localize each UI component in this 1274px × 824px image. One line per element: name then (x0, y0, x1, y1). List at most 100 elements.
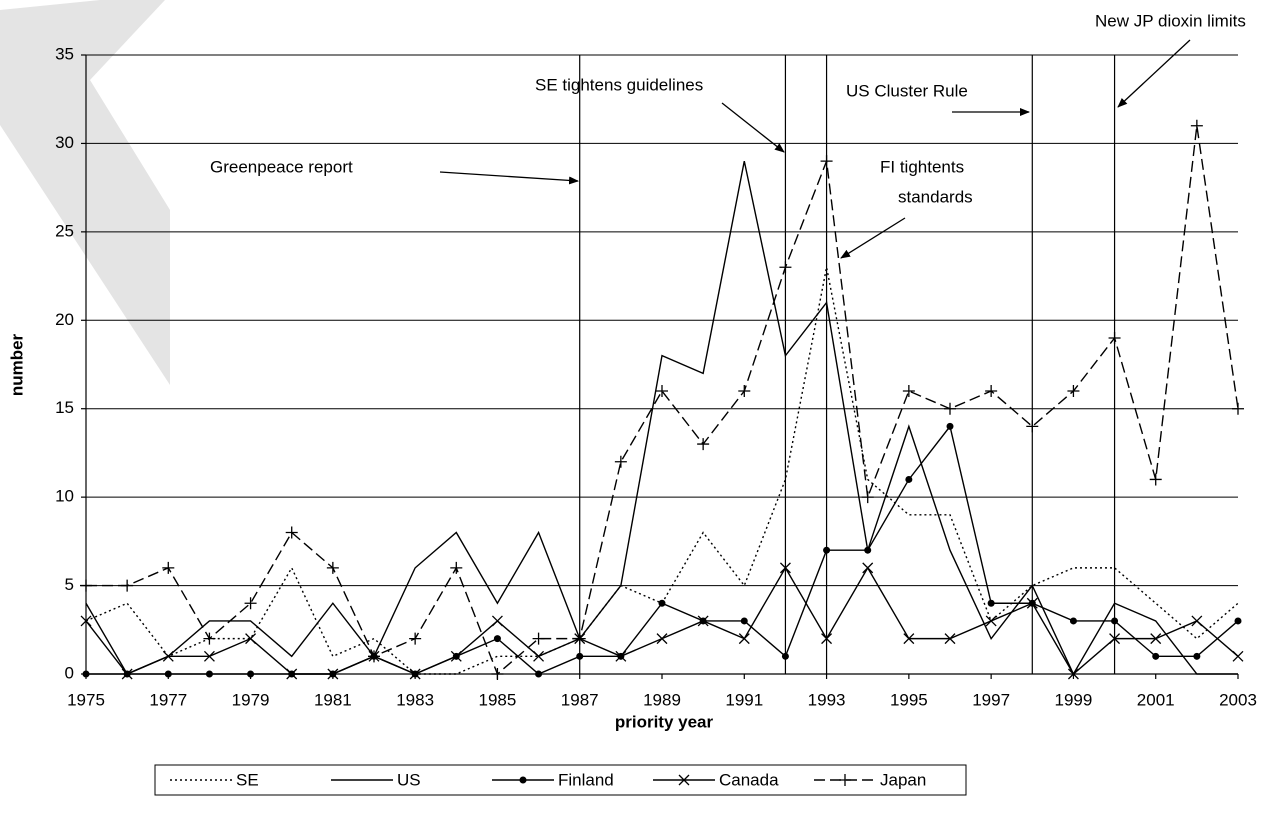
annotation: US Cluster Rule (846, 81, 968, 100)
point (1067, 385, 1080, 398)
point (821, 633, 833, 645)
point (862, 562, 874, 574)
point (80, 579, 92, 592)
point (162, 650, 174, 662)
point (1069, 617, 1077, 625)
legend-label: Canada (719, 770, 779, 789)
point (573, 632, 586, 645)
x-tick-label: 1987 (561, 690, 599, 709)
point (205, 670, 213, 678)
point (1109, 633, 1121, 645)
point (326, 561, 339, 574)
point (985, 615, 997, 627)
point (902, 385, 915, 398)
point (244, 597, 257, 610)
point (864, 546, 872, 554)
point (1152, 652, 1160, 660)
point (781, 652, 789, 660)
x-tick-label: 1981 (314, 690, 352, 709)
point (409, 632, 422, 645)
x-tick-label: 1995 (890, 690, 928, 709)
point (535, 670, 543, 678)
point (1150, 633, 1162, 645)
point (1232, 650, 1244, 662)
point (121, 579, 134, 592)
x-tick-label: 1989 (643, 690, 681, 709)
series-line (85, 267, 1239, 675)
x-tick-label: 1991 (725, 690, 763, 709)
point (740, 617, 748, 625)
x-axis-label: priority year (615, 712, 714, 731)
series-line (85, 566, 1239, 676)
y-tick-label: 5 (65, 575, 74, 594)
y-tick-label: 30 (55, 133, 74, 152)
x-tick-label: 1985 (479, 690, 517, 709)
point (987, 599, 995, 607)
legend-marker (678, 774, 690, 786)
point (82, 670, 90, 678)
point (1193, 652, 1201, 660)
point (450, 561, 463, 574)
point (738, 633, 750, 645)
point (820, 155, 833, 168)
point (247, 670, 255, 678)
annotation: SE tightens guidelines (535, 75, 703, 94)
arrow (439, 171, 579, 185)
point (368, 650, 380, 663)
decoration (0, 0, 170, 385)
point (203, 632, 216, 645)
point (493, 635, 501, 643)
point (285, 526, 298, 539)
legend-label: US (397, 770, 421, 789)
point (615, 650, 627, 662)
series-line (86, 424, 1239, 675)
point (779, 261, 792, 274)
point (1026, 597, 1038, 609)
point (738, 385, 751, 398)
point (1234, 617, 1242, 625)
point (576, 652, 584, 660)
point (450, 650, 462, 662)
point (491, 668, 504, 680)
y-tick-label: 15 (55, 398, 74, 417)
arrow (1117, 39, 1191, 108)
point (162, 561, 175, 574)
point (245, 633, 257, 645)
y-tick-label: 25 (55, 221, 74, 240)
legend-marker (839, 774, 851, 786)
x-tick-label: 1999 (1055, 690, 1093, 709)
point (905, 475, 913, 483)
point (327, 668, 339, 680)
point (1067, 668, 1079, 680)
point (164, 670, 172, 678)
x-tick-label: 2001 (1137, 690, 1175, 709)
annotation: standards (898, 187, 973, 206)
y-axis-label: number (7, 333, 26, 396)
y-tick-label: 20 (55, 310, 74, 329)
series-line (85, 160, 1238, 676)
point (121, 668, 133, 680)
legend-label: Japan (880, 770, 926, 789)
point (656, 385, 668, 398)
point (697, 438, 710, 451)
point (80, 615, 92, 627)
point (861, 491, 874, 504)
point (944, 633, 956, 645)
y-tick-label: 35 (55, 44, 74, 63)
x-tick-label: 1983 (396, 690, 434, 709)
x-tick-label: 1977 (149, 690, 187, 709)
point (656, 633, 668, 645)
annotation: New JP dioxin limits (1095, 11, 1246, 30)
point (1232, 402, 1244, 415)
point (1191, 615, 1203, 627)
y-tick-label: 0 (65, 663, 74, 682)
point (1149, 473, 1162, 486)
point (532, 632, 545, 645)
point (779, 562, 791, 574)
x-tick-label: 1997 (972, 690, 1010, 709)
point (1026, 420, 1039, 433)
point (491, 615, 503, 627)
x-tick-label: 1993 (808, 690, 846, 709)
point (697, 615, 709, 627)
